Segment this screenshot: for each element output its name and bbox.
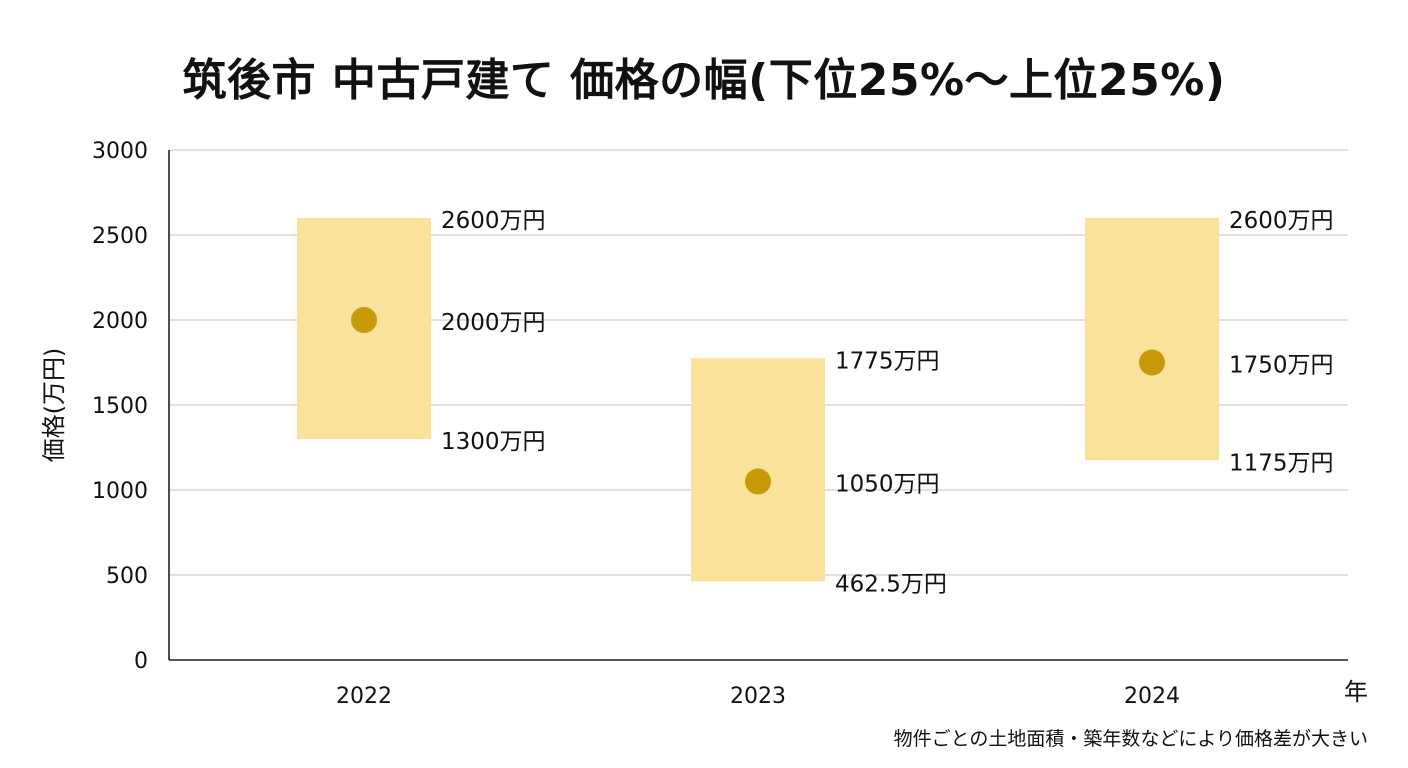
lower-label-2024: 1175万円 — [1229, 450, 1334, 476]
median-label-2024: 1750万円 — [1229, 353, 1334, 379]
upper-label-2023: 1775万円 — [835, 348, 940, 374]
y-tick-label: 1500 — [92, 394, 148, 419]
y-tick-label: 1000 — [92, 479, 148, 504]
y-axis-title: 価格(万円) — [40, 348, 68, 463]
y-tick-label: 500 — [106, 564, 148, 589]
y-tick-label: 2000 — [92, 309, 148, 334]
upper-label-2024: 2600万円 — [1229, 208, 1334, 234]
y-tick-labels: 0 500 1000 1500 2000 2500 3000 — [92, 139, 148, 674]
ranges — [297, 218, 1219, 582]
median-label-2022: 2000万円 — [441, 310, 546, 336]
y-tick-label: 2500 — [92, 224, 148, 249]
x-axis-title: 年 — [1344, 678, 1368, 706]
x-tick-label: 2024 — [1124, 684, 1180, 709]
range-band-2024 — [1085, 218, 1219, 461]
median-point-2023 — [745, 468, 771, 495]
x-tick-labels: 2022 2023 2024 — [336, 684, 1180, 709]
y-tick-label: 3000 — [92, 139, 148, 164]
lower-label-2023: 462.5万円 — [835, 571, 947, 597]
median-point-2022 — [351, 307, 377, 333]
chart-title: 筑後市 中古戸建て 価格の幅(下位25%～上位25%) — [182, 55, 1226, 106]
x-tick-label: 2023 — [730, 684, 786, 709]
x-tick-label: 2022 — [336, 684, 392, 709]
median-point-2024 — [1139, 349, 1165, 376]
median-label-2023: 1050万円 — [835, 472, 940, 498]
data-labels: 2600万円 2000万円 1300万円 1775万円 1050万円 462.5万円 260… — [441, 208, 1334, 597]
median-points — [351, 307, 1165, 495]
lower-label-2022: 1300万円 — [441, 429, 546, 455]
footnote: 物件ごとの土地面積・築年数などにより価格差が大きい — [893, 728, 1368, 750]
y-tick-label: 0 — [134, 649, 148, 674]
axes — [168, 150, 1348, 661]
upper-label-2022: 2600万円 — [441, 208, 546, 234]
